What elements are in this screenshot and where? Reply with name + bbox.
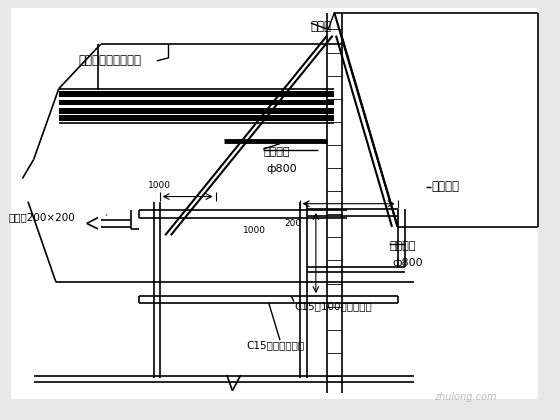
Text: 200: 200	[284, 219, 302, 228]
Text: 排水沟200×200: 排水沟200×200	[8, 212, 75, 222]
Text: C15砼井口防护圈: C15砼井口防护圈	[246, 340, 305, 350]
Text: 斜坡区域: 斜坡区域	[431, 181, 459, 193]
Bar	[59, 91, 334, 97]
Text: ф800: ф800	[392, 257, 423, 268]
Text: 钢管背杆: 钢管背杆	[389, 241, 416, 251]
Text: zhulong.com: zhulong.com	[433, 392, 496, 402]
Text: C15砼100厚硬化处理: C15砼100厚硬化处理	[294, 301, 372, 311]
Text: 竹跳板: 竹跳板	[311, 20, 332, 32]
Text: 钢管斜撑: 钢管斜撑	[263, 147, 290, 157]
Bar	[59, 115, 334, 121]
Text: ф800: ф800	[266, 164, 297, 174]
Bar	[59, 100, 334, 105]
Text: 挖孔桩提升及防护架: 挖孔桩提升及防护架	[78, 55, 141, 67]
Text: 1000: 1000	[148, 181, 171, 190]
Bar	[59, 108, 334, 114]
Text: 1000: 1000	[243, 226, 267, 235]
